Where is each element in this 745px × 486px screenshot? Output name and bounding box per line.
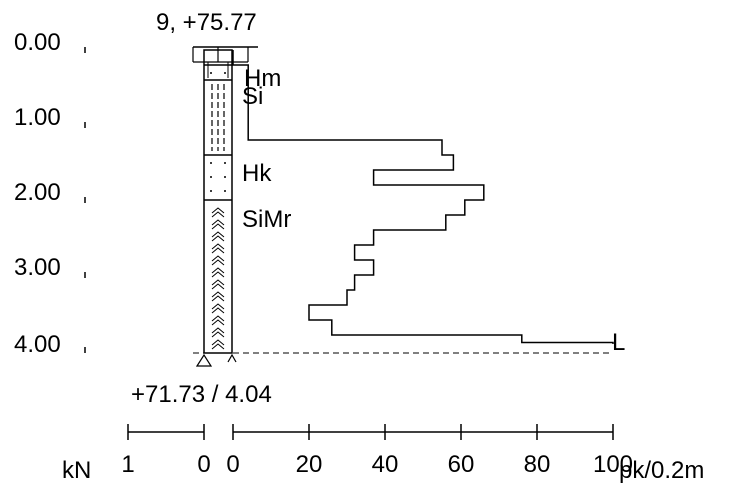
- layer-patterns: [210, 72, 226, 350]
- pattern-arrow: [211, 231, 225, 242]
- pattern-dot: [224, 190, 226, 192]
- load-scale-unit: kN: [62, 457, 91, 484]
- base-triangle-icon: [195, 353, 213, 367]
- penetration-scale-tick-label: 40: [372, 451, 399, 478]
- pattern-arrow: [211, 303, 225, 314]
- pattern-dot: [210, 176, 212, 178]
- borehole-column: [192, 46, 613, 367]
- header-label: 9, +75.77: [156, 9, 257, 36]
- depth-tick-label: 1.00: [14, 104, 61, 131]
- penetration-scale: pk/0.2m 0 20 40 60 80 100: [226, 424, 704, 484]
- footer-label: +71.73 / 4.04: [131, 381, 272, 408]
- penetration-scale-tick-label: 0: [226, 451, 239, 478]
- pattern-arrow: [211, 219, 225, 230]
- depth-axis: 0.00 1.00 2.00 3.00 4.00: [14, 29, 86, 358]
- pattern-arrow: [211, 255, 225, 266]
- penetration-scale-tick-label: 100: [593, 451, 633, 478]
- pattern-dot: [224, 72, 226, 74]
- pattern-dot: [210, 162, 212, 164]
- penetration-scale-tick-label: 20: [296, 451, 323, 478]
- depth-tick-label: 3.00: [14, 254, 61, 281]
- base-caret-icon: [227, 353, 237, 363]
- load-scale-tick-label: 1: [121, 451, 134, 478]
- penetration-scale-tick-label: 60: [448, 451, 475, 478]
- pattern-arrow: [211, 279, 225, 290]
- layer-boundaries: [204, 64, 232, 201]
- pattern-arrow: [211, 267, 225, 278]
- penetration-scale-unit: pk/0.2m: [619, 457, 704, 484]
- layer-label-si: Si: [242, 83, 263, 110]
- pattern-arrow: [211, 339, 225, 350]
- penetration-curve: [232, 50, 614, 344]
- pattern-arrow: [211, 327, 225, 338]
- pattern-dot: [224, 176, 226, 178]
- pattern-dot: [210, 190, 212, 192]
- layer-label-hm: Hm: [244, 65, 281, 92]
- end-label: L: [612, 329, 625, 356]
- load-scale-tick-label: 0: [197, 451, 210, 478]
- depth-tick-label: 0.00: [14, 29, 61, 56]
- pattern-arrow: [211, 315, 225, 326]
- depth-tick-label: 4.00: [14, 331, 61, 358]
- load-scale: kN 1 0: [62, 424, 211, 484]
- depth-tick-label: 2.00: [14, 179, 61, 206]
- pattern-dot: [210, 72, 212, 74]
- layer-label-hk: Hk: [242, 160, 272, 187]
- penetration-scale-tick-label: 80: [524, 451, 551, 478]
- pattern-arrow: [211, 243, 225, 254]
- pattern-dot: [224, 162, 226, 164]
- pattern-arrow: [211, 291, 225, 302]
- layer-label-simr: SiMr: [242, 206, 291, 233]
- pattern-arrow: [211, 207, 225, 218]
